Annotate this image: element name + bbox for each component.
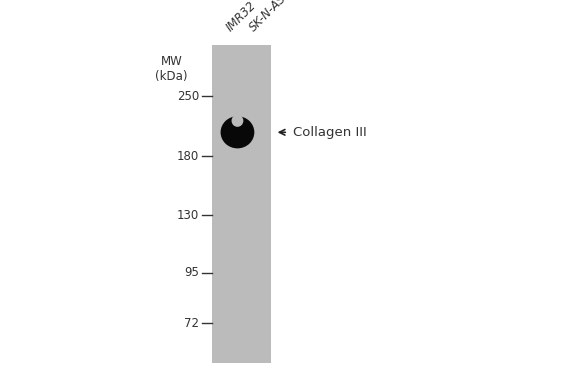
Text: IMR32: IMR32 xyxy=(224,0,259,34)
Bar xyxy=(212,45,271,363)
Text: SK-N-AS: SK-N-AS xyxy=(247,0,290,34)
Text: 130: 130 xyxy=(177,209,199,222)
Text: 180: 180 xyxy=(177,150,199,163)
Text: MW
(kDa): MW (kDa) xyxy=(155,55,188,83)
Ellipse shape xyxy=(232,115,243,127)
Text: 250: 250 xyxy=(177,90,199,102)
Text: 72: 72 xyxy=(184,317,199,330)
Text: 95: 95 xyxy=(184,266,199,279)
Ellipse shape xyxy=(221,116,254,149)
Text: Collagen III: Collagen III xyxy=(293,126,367,139)
